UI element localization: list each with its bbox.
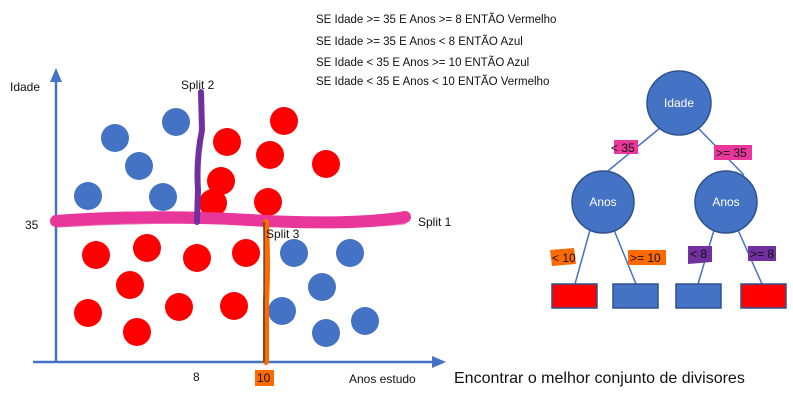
edge-lt10-highlight [550, 248, 576, 266]
split-1-line-stroke [55, 218, 407, 228]
edge-left-leaf2 [613, 229, 637, 285]
tree-right-node [694, 170, 758, 234]
edge-ge10-highlight [628, 250, 666, 265]
edge-left-leaf1 [574, 229, 591, 285]
point-red [123, 318, 151, 346]
split-3-line [263, 219, 270, 365]
point-red [183, 244, 211, 272]
split-1-label: Split 1 [418, 215, 452, 229]
tree-leaf-blue [675, 283, 722, 309]
split-2-label: Split 2 [181, 78, 215, 92]
tree-left-label: Anos [589, 195, 616, 209]
y-axis-arrow [50, 68, 62, 82]
caption: Encontrar o melhor conjunto de divisores [454, 370, 745, 387]
rule-4: SE Idade < 35 E Anos < 10 ENTÃO Vermelho [316, 75, 549, 88]
point-blue [336, 239, 364, 267]
edge-ge8-highlight [748, 246, 776, 261]
x-tick-10-highlight [255, 370, 274, 386]
point-red [116, 271, 144, 299]
rule-3: SE Idade < 35 E Anos >= 10 ENTÃO Azul [316, 56, 529, 69]
point-red [213, 128, 241, 156]
point-blue [125, 152, 153, 180]
edge-lt35-label: < 35 [611, 141, 635, 155]
point-blue [162, 108, 190, 136]
y-tick-35: 35 [25, 218, 39, 232]
edge-ge8-label: >= 8 [750, 247, 774, 261]
edge-ge10-label: >= 10 [630, 251, 661, 265]
y-axis-label: Idade [10, 80, 40, 94]
tree-root-node [646, 70, 712, 136]
decision-tree: Idade Anos Anos < 35 >= 35 < 10 >= 10 < … [550, 70, 787, 309]
point-blue [101, 124, 129, 152]
x-tick-10: 10 [257, 371, 271, 385]
edge-ge35-highlight [714, 145, 752, 160]
edge-ge35-label: >= 35 [716, 146, 747, 160]
point-blue [268, 297, 296, 325]
tree-leaf-red [740, 283, 787, 309]
point-red [220, 292, 248, 320]
point-blue [280, 239, 308, 267]
point-red [254, 188, 282, 216]
point-red [133, 234, 161, 262]
rule-1: SE Idade >= 35 E Anos >= 8 ENTÃO Vermelh… [316, 13, 556, 26]
point-red [256, 141, 284, 169]
edge-lt10-label: < 10 [552, 251, 576, 265]
edge-lt8-label: < 8 [690, 247, 707, 261]
point-red [312, 150, 340, 178]
rules-block: SE Idade >= 35 E Anos >= 8 ENTÃO Vermelh… [316, 13, 556, 88]
point-blue [149, 183, 177, 211]
point-blue [312, 319, 340, 347]
x-axis-arrow [432, 356, 446, 368]
point-blue [74, 182, 102, 210]
point-red [270, 107, 298, 135]
point-blue [308, 273, 336, 301]
tree-leaf-red [551, 283, 598, 309]
point-red [74, 299, 102, 327]
edge-lt35-highlight [614, 140, 638, 154]
split-3-label: Split 3 [266, 227, 300, 241]
x-axis-label: Anos estudo [349, 372, 416, 386]
scatter-points [74, 107, 379, 347]
tree-right-label: Anos [712, 195, 739, 209]
tree-leaf-blue [612, 283, 659, 309]
point-red [207, 167, 235, 195]
rule-2: SE Idade >= 35 E Anos < 8 ENTÃO Azul [316, 35, 523, 48]
split-lines [50, 89, 411, 365]
edge-lt8-highlight [688, 246, 712, 264]
tree-root-label: Idade [664, 96, 694, 110]
split-1-line [50, 211, 411, 229]
point-red [165, 293, 193, 321]
tree-left-node [571, 170, 635, 234]
point-blue [351, 307, 379, 335]
point-red [232, 239, 260, 267]
point-red [82, 241, 110, 269]
split-2-line [194, 89, 206, 225]
point-red [199, 189, 227, 217]
x-tick-8: 8 [193, 370, 200, 384]
